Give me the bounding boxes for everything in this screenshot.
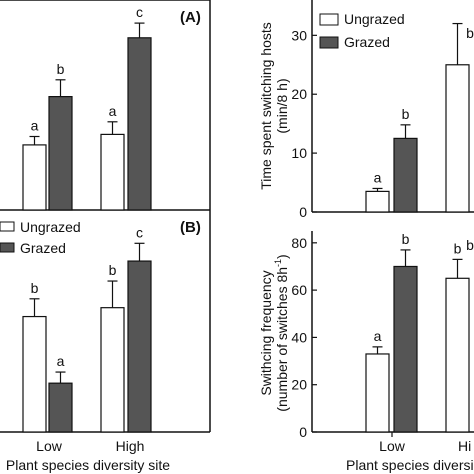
left-x-axis-title: Plant species diversity site bbox=[6, 457, 170, 473]
bar-ungrazed-low bbox=[365, 353, 390, 433]
y-tick-label: 30 bbox=[291, 27, 307, 43]
y-tick-label: 10 bbox=[291, 145, 307, 161]
significance-letter: b bbox=[466, 237, 474, 253]
y-tick-label: 0 bbox=[299, 204, 307, 220]
bar-ungrazed-hi bbox=[445, 277, 470, 433]
significance-letter: b bbox=[402, 106, 410, 122]
significance-letter: a bbox=[374, 169, 382, 185]
significance-letter: a bbox=[374, 328, 382, 344]
panel-c-y-axis-title-line1: Time spent switching hosts bbox=[258, 22, 274, 190]
panel-d-y-axis-title-line2: (number of switches 8h-1) bbox=[273, 254, 290, 411]
y-tick-label: 0 bbox=[299, 424, 307, 440]
bar-ungrazed-low bbox=[22, 315, 47, 433]
bar-ungrazed-hi bbox=[445, 64, 470, 213]
significance-letter: b bbox=[466, 25, 474, 41]
significance-letter: b bbox=[109, 262, 117, 278]
panel-d: 0 20 40 60 80 Low Hi Plant species diversi S… bbox=[258, 231, 474, 473]
legend-grazed-label: Grazed bbox=[20, 240, 66, 256]
panel-c: 0 10 20 30 Ungrazed Grazed Time spent switc… bbox=[258, 0, 474, 220]
panel-d-y-ticks: 0 20 40 60 80 bbox=[291, 235, 317, 440]
bar-grazed-low bbox=[393, 265, 418, 433]
panel-d-tick-label-low: Low bbox=[379, 438, 406, 454]
bar-grazed-low bbox=[48, 382, 73, 433]
legend-ungrazed-swatch bbox=[0, 221, 15, 232]
legend-ungrazed-label: Ungrazed bbox=[20, 219, 81, 235]
bar-ungrazed-high bbox=[100, 307, 125, 433]
panel-b-label: (B) bbox=[180, 219, 201, 236]
panel-a-label: (A) bbox=[180, 9, 201, 26]
panel-b-tick-label-low: Low bbox=[36, 438, 63, 454]
y-tick-label: 80 bbox=[291, 235, 307, 251]
right-x-axis-title: Plant species diversi bbox=[346, 457, 474, 473]
y-tick-label: 60 bbox=[291, 282, 307, 298]
bar-ungrazed-low bbox=[22, 144, 47, 211]
panel-d-y-axis-title-main: (number of switches 8h bbox=[274, 267, 290, 412]
panel-d-y-axis-title-close: ) bbox=[274, 254, 290, 259]
significance-letter: b bbox=[454, 240, 462, 256]
panel-d-y-axis-title-sup: -1 bbox=[273, 259, 283, 267]
significance-letter: b bbox=[31, 280, 39, 296]
bar-grazed-high bbox=[127, 260, 152, 433]
significance-letter: a bbox=[57, 353, 65, 369]
legend-c-ungrazed-label: Ungrazed bbox=[344, 11, 405, 27]
significance-letter: c bbox=[136, 4, 143, 20]
panel-b-tick-label-high: High bbox=[116, 438, 145, 454]
panel-c-y-ticks: 0 10 20 30 bbox=[291, 27, 317, 220]
legend-c-grazed-swatch bbox=[319, 36, 339, 49]
bar-grazed-low bbox=[393, 137, 418, 213]
panel-c-y-axis-title-line2: (min/8 h) bbox=[274, 78, 290, 133]
bar-grazed-low bbox=[48, 95, 73, 211]
legend-c-ungrazed-swatch bbox=[319, 13, 339, 26]
y-tick-label: 20 bbox=[291, 377, 307, 393]
y-tick-label: 20 bbox=[291, 86, 307, 102]
y-tick-label: 40 bbox=[291, 329, 307, 345]
bar-grazed-high bbox=[127, 37, 152, 211]
significance-letter: a bbox=[109, 103, 117, 119]
bar-ungrazed-high bbox=[100, 133, 125, 211]
significance-letter: b bbox=[402, 231, 410, 247]
legend-c-grazed-label: Grazed bbox=[344, 34, 390, 50]
significance-letter: a bbox=[31, 118, 39, 134]
significance-letter: b bbox=[57, 61, 65, 77]
significance-letter: c bbox=[136, 224, 143, 240]
bar-ungrazed-low bbox=[365, 190, 390, 213]
panel-d-y-axis-title-line1: Swithcing frequency bbox=[258, 270, 274, 395]
legend-grazed-swatch bbox=[0, 242, 15, 253]
panel-d-tick-label-hi: Hi bbox=[458, 438, 471, 454]
